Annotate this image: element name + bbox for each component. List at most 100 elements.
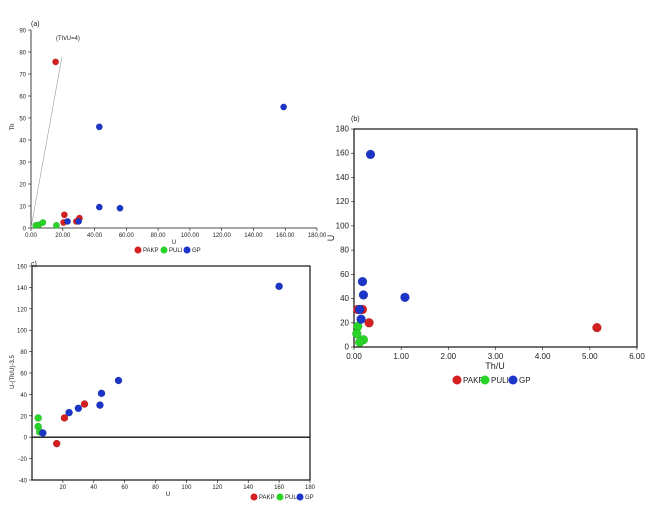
panel-b-y-tick-label: 100 [336,221,350,230]
panel-b-point-gp [400,292,410,303]
panel-a-y-axis-label: Th [10,123,16,130]
legend-label-pakp: PAKP [463,376,484,385]
panel-c-y-tick-label: 0 [24,436,28,442]
panel-b-x-tick-label: 2.00 [441,352,457,361]
legend-label-puli: PULI [491,376,509,385]
panel-a-x-tick-label: 100.00 [181,233,200,239]
panel-b-y-tick-label: 140 [336,173,350,182]
legend-label-puli: PULI [285,495,299,501]
panel-a-point-pakp [52,58,60,66]
legend-label-gp: GP [305,495,314,501]
panel-a-label: (a) [31,21,40,28]
panel-c-y-tick-label: 120 [17,307,28,313]
panel-b-x-tick-label: 0.00 [346,352,362,361]
panel-b-frame [353,128,638,348]
panel-a-y-tick-label: 10 [19,205,26,211]
panel-c-point-gp [74,404,83,413]
panel-c-x-tick-label: 120 [212,485,223,491]
panel-b-point-puli [352,328,362,339]
panel-a-y-tick-label: 70 [19,73,26,79]
panel-a-legend: PAKP PULI GP [134,246,201,254]
panel-a-x-axis-label: U [172,240,176,246]
panel-b-point-puli [354,337,365,347]
panel-b-y-tick-label: 0 [345,343,350,352]
panel-a: (a) (Th/U=4) U Th PAKP PULI GP 0.00 20.00… [10,21,327,254]
panel-c-point-gp [275,282,283,291]
panel-c-y-tick-label: 60 [20,372,27,378]
panel-b-x-tick-label: 3.00 [488,352,504,361]
panel-a-x-tick-label: 20.00 [55,233,71,239]
panel-b-y-tick-label: 20 [340,318,349,327]
legend-marker-pakp [134,246,142,254]
panel-c-x-tick-label: 140 [243,485,254,491]
panel-a-y-tick-label: 30 [19,161,26,167]
panel-a-y-tick-label: 60 [19,95,26,101]
panel-b-y-tick-label: 180 [336,125,350,134]
panel-b-x-tick-label: 1.00 [393,352,409,361]
panel-c-x-tick-label: 80 [152,485,159,491]
panel-c-point-puli [34,414,42,422]
legend-marker-puli [160,246,168,254]
panel-b-legend: PAKP PULI GP [452,375,531,385]
panel-b-point-gp [358,290,369,300]
panel-a-reference-line-label: (Th/U=4) [56,36,80,42]
legend-marker-pakp [452,375,462,385]
legend-marker-puli [276,493,284,501]
panel-c-y-tick-label: -40 [18,479,27,485]
panel-a-point-gp [280,103,288,111]
panel-c-y-tick-label: 40 [20,393,27,399]
legend-marker-gp [296,493,304,501]
panel-a-x-tick-label: 60.00 [119,233,135,239]
panel-a-point-gp [64,217,71,225]
panel-c-x-tick-label: 40 [90,485,97,491]
panel-b-y-tick-label: 120 [336,197,350,206]
panel-b-x-tick-label: 5.00 [582,352,598,361]
panel-b-y-tick-label: 80 [340,246,349,255]
panel-c-point-pakp [52,439,61,448]
panel-a-point-puli [39,219,47,226]
panel-b-y-tick-label: 160 [336,149,350,158]
panel-a-x-tick-label: 0.00 [25,233,37,239]
panel-b-x-tick-label: 4.00 [535,352,551,361]
panel-a-point-gp [75,217,83,225]
panel-c-label: c) [31,261,37,268]
legend-marker-pakp [250,493,258,501]
legend-label-puli: PULI [169,248,183,254]
panel-c-y-tick-label: 80 [20,350,27,356]
panel-a-point-gp [95,203,103,211]
panel-c-point-gp [97,389,106,398]
panel-a-x-tick-label: 120.00 [212,233,231,239]
panel-c-point-gp [114,376,123,385]
panel-c-point-pakp [80,400,89,408]
legend-marker-puli [480,375,490,385]
panel-a-y-tick-label: 20 [19,183,26,189]
panel-a-x-tick-label: 160.00 [276,233,295,239]
panel-a-x-tick-label: 140.00 [244,233,263,239]
panel-c-point-pakp [60,414,69,422]
panel-a-point-gp [116,204,124,212]
panel-a-y-tick-label: 80 [19,51,26,57]
panel-b-point-gp [356,314,366,324]
panel-a-point-gp [95,123,103,131]
panel-b-point-gp [354,304,365,315]
panel-b-point-pakp [364,318,374,328]
panel-a-point-pakp [60,211,68,219]
panel-c-point-gp [65,408,73,417]
panel-b-y-axis-label: U [326,235,336,242]
panel-b-label: (b) [351,116,360,123]
panel-b-y-tick-label: 60 [340,270,349,279]
panel-b-x-axis-label: Th/U [485,361,505,371]
panel-a-reference-line [30,56,63,229]
panel-c-y-axis-label: U-(Th/U)-3.5 [10,355,16,389]
legend-marker-gp [183,246,191,254]
panel-a-y-tick-label: 90 [19,29,26,35]
panel-c-x-tick-label: 60 [121,485,128,491]
panel-c-legend: PAKP PULI GP [250,493,314,501]
legend-label-pakp: PAKP [259,495,275,501]
panel-a-y-tick-label: 50 [19,117,26,123]
panel-c-x-axis-label: U [166,492,170,498]
panel-a-y-tick-label: 40 [19,139,26,145]
panel-a-x-tick-label: 40.00 [87,233,103,239]
panel-b-point-gp [365,149,376,160]
